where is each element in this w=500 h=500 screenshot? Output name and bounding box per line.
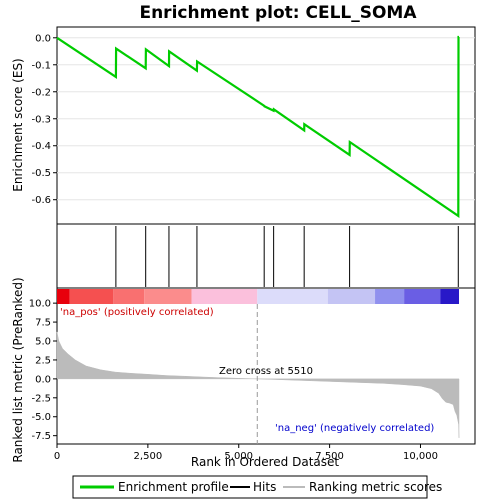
legend-label-hits: Hits [253,480,276,494]
colorbar-segment [191,289,258,304]
hits-panel-frame [56,223,476,289]
es-y-tick-label: -0.1 [31,60,51,71]
colorbar-segment [57,289,70,304]
x-tick-label: 10,000 [403,451,438,462]
es-y-axis-label: Enrichment score (ES) [11,58,25,191]
es-y-ticks: 0.0 -0.1 -0.2 -0.3 -0.4 -0.5 -0.6 [31,33,57,206]
ranked-y-tick-label: -5.0 [31,412,51,423]
ranked-y-tick-label: 0.0 [35,374,51,385]
es-panel-frame [56,26,476,225]
es-y-tick-label: -0.2 [31,87,51,98]
es-y-tick-label: -0.4 [31,141,51,152]
colorbar-segment [69,289,114,304]
rank-colorbar [57,289,460,304]
x-tick-label: 2,500 [134,451,163,462]
pos-correlated-label: 'na_pos' (positively correlated) [60,307,214,318]
ranked-y-axis-label: Ranked list metric (PreRanked) [11,277,25,462]
enrichment-profile-line [56,35,460,218]
ranking-metric-fill [56,331,460,438]
x-tick-label: 0 [54,451,60,462]
ranking-metric-area [56,304,460,444]
es-y-tick-label: 0.0 [35,33,51,44]
ranked-y-tick-label: 10.0 [29,299,51,310]
chart-title: Enrichment plot: CELL_SOMA [139,3,417,23]
es-y-tick-label: -0.6 [31,195,51,206]
x-tick-label: 7,500 [315,451,344,462]
ranked-y-tick-label: -7.5 [31,431,51,442]
colorbar-segment [440,289,460,304]
ranked-y-tick-label: 7.5 [35,318,51,329]
x-ticks: 0 2,500 5,000 7,500 10,000 [54,444,438,462]
x-axis-label: Rank in Ordered Dataset [191,455,339,469]
colorbar-segment [404,289,441,304]
legend: Enrichment profile Hits Ranking metric s… [72,475,442,499]
neg-correlated-label: 'na_neg' (negatively correlated) [275,423,434,434]
colorbar-segment [375,289,405,304]
x-tick-label: 5,000 [224,451,253,462]
legend-label-ranking: Ranking metric scores [309,480,442,494]
legend-label-enrichment: Enrichment profile [118,480,229,494]
es-y-tick-label: -0.3 [31,114,51,125]
es-y-tick-label: -0.5 [31,168,51,179]
colorbar-segment [327,289,376,304]
colorbar-segment [144,289,192,304]
colorbar-segment [113,289,145,304]
enrichment-profile-polyline [56,35,460,218]
zero-cross-label: Zero cross at 5510 [219,366,313,377]
ranked-y-tick-label: -2.5 [31,393,51,404]
hit-markers [115,226,459,287]
ranked-y-tick-label: 5.0 [35,337,51,348]
ranked-y-tick-label: 2.5 [35,355,51,366]
colorbar-segment [257,289,328,304]
es-gridlines [57,37,475,201]
ranked-y-ticks: 10.0 7.5 5.0 2.5 0.0 -2.5 -5.0 -7.5 [29,299,57,442]
